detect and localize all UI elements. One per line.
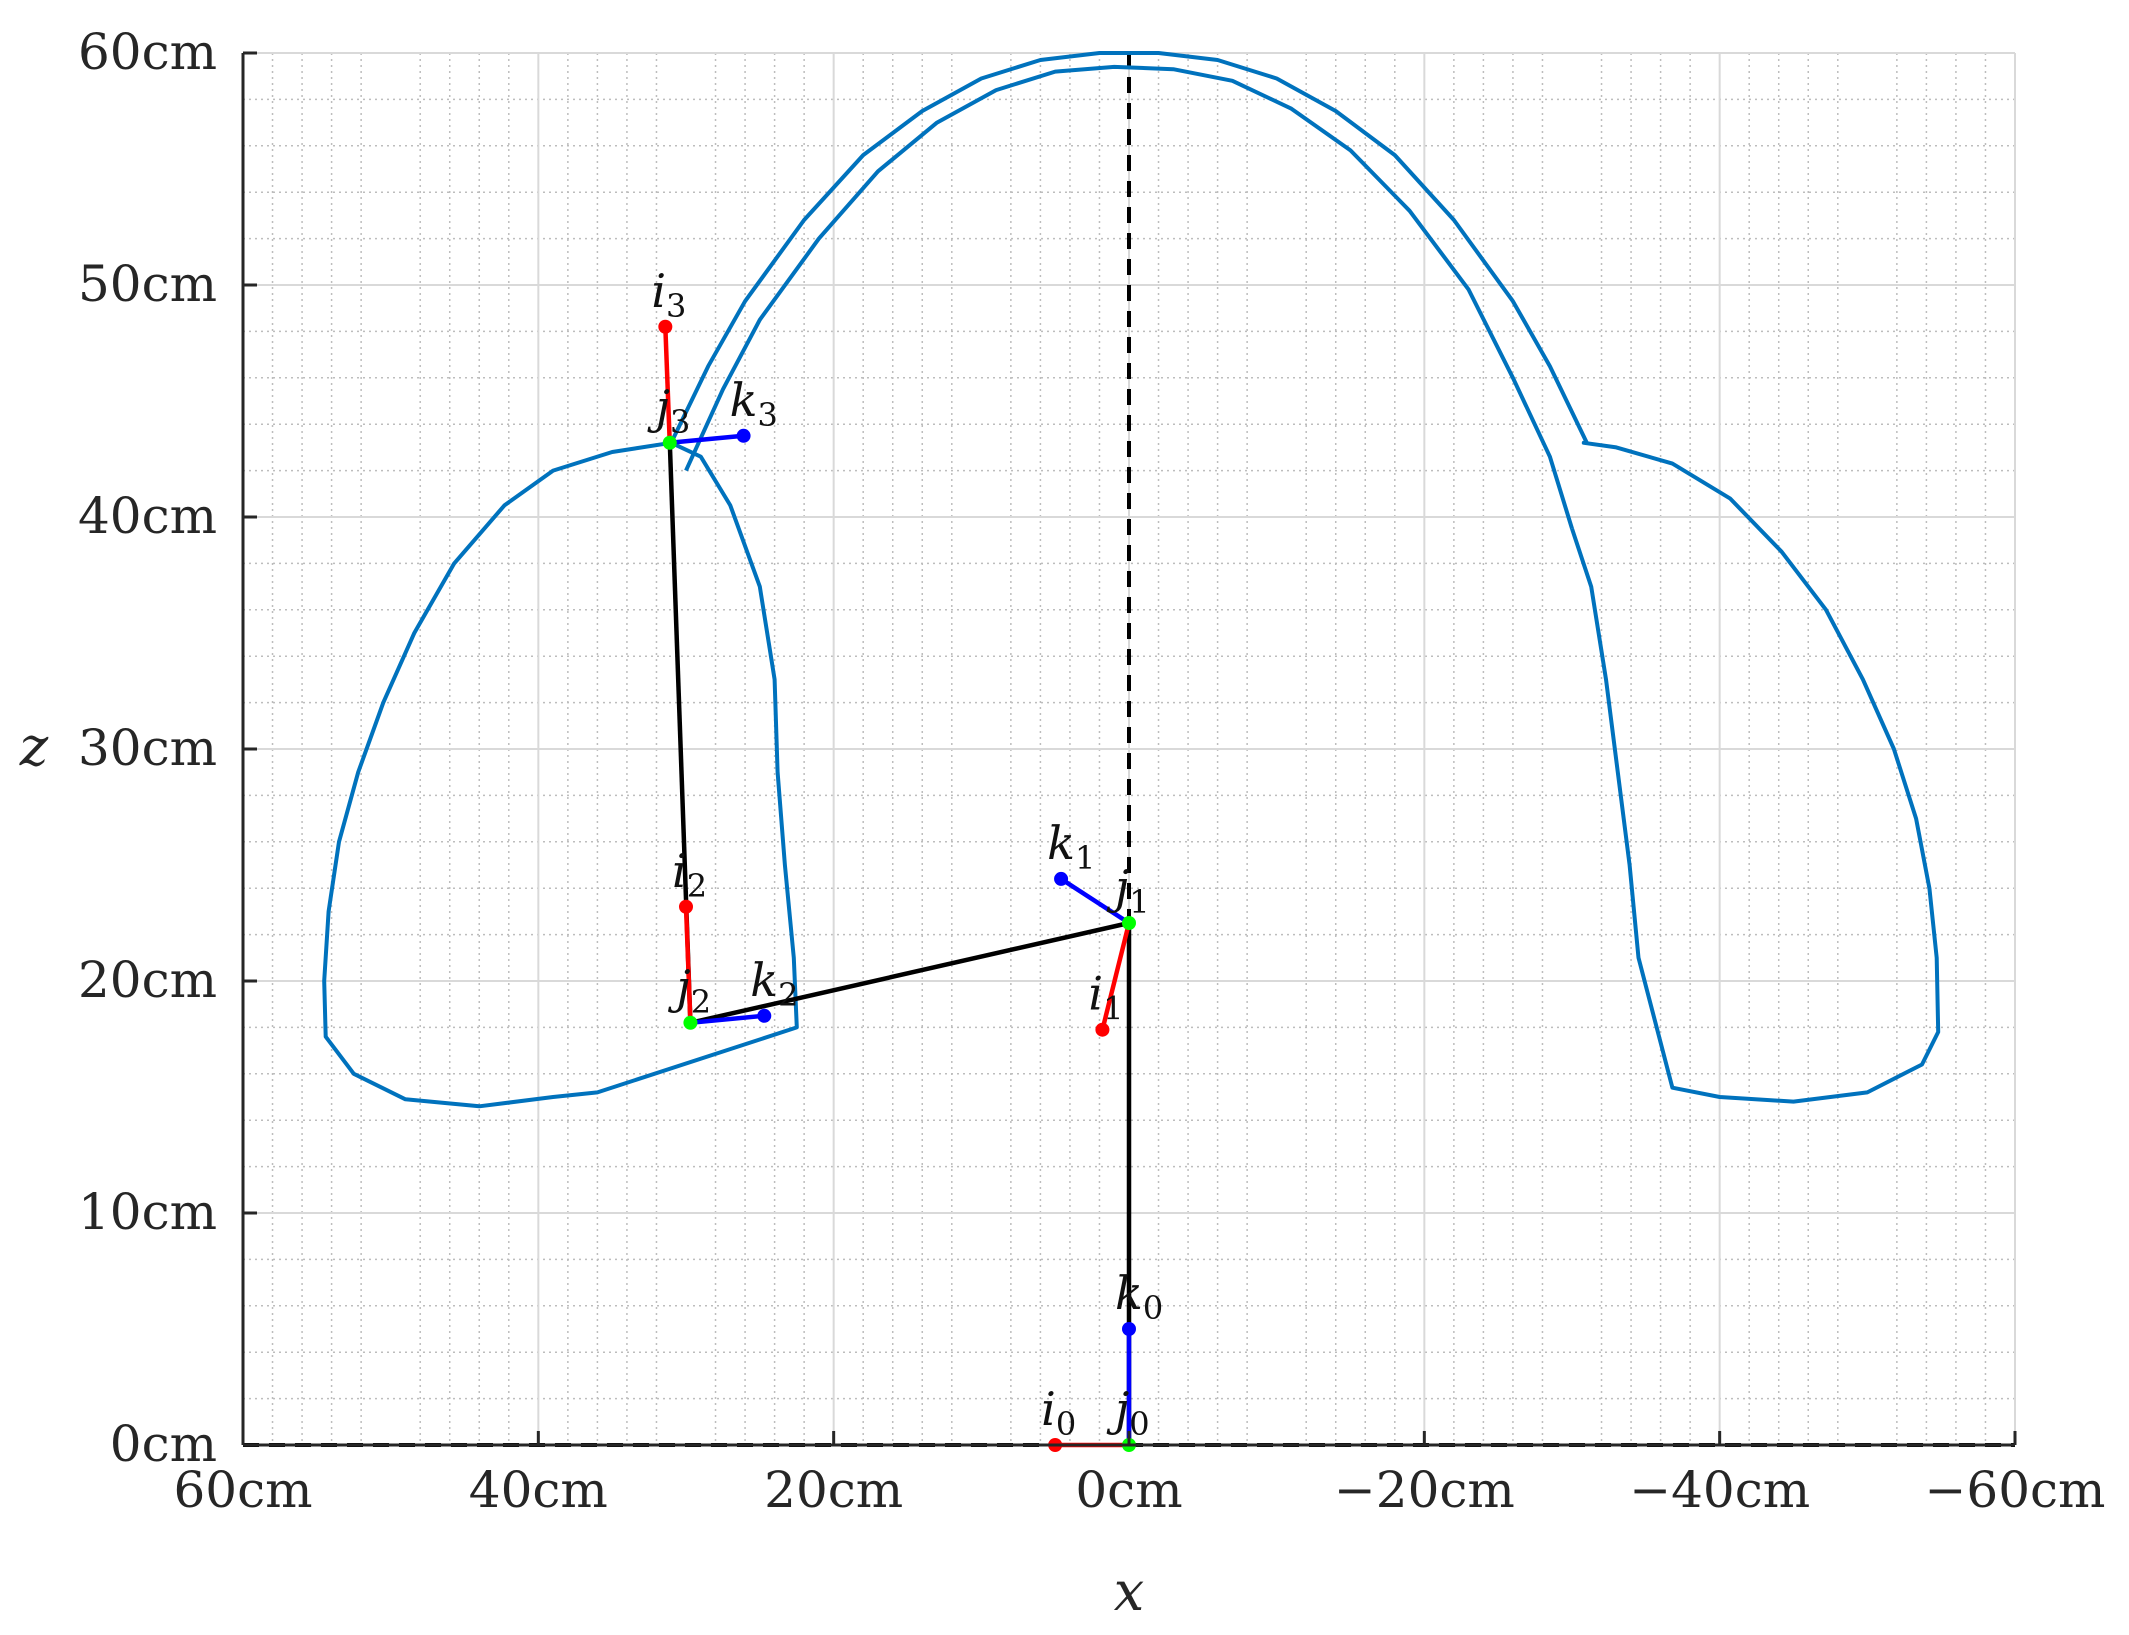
i-point-2: [679, 899, 693, 914]
x-axis-label: x: [1114, 1560, 1144, 1623]
y-tick-label: 30cm: [78, 719, 217, 777]
k-point-0: [1122, 1322, 1136, 1336]
label-i2: i2: [672, 844, 707, 905]
j-point-1: [1122, 916, 1136, 930]
k-vector-2: [690, 1013, 765, 1026]
x-tick-label: 0cm: [1075, 1461, 1182, 1519]
coordinate-frames: [658, 319, 1136, 1452]
y-tick-label: 60cm: [78, 23, 217, 81]
series-right-flap: [1570, 440, 1941, 1104]
y-axis-label: z: [19, 715, 49, 778]
y-tick-label: 0cm: [110, 1415, 217, 1473]
j-point-3: [662, 435, 677, 450]
y-tick-label: 50cm: [78, 255, 217, 313]
k-point-3: [736, 428, 751, 443]
x-tick-label: −60cm: [1925, 1461, 2106, 1519]
y-tick-label: 20cm: [78, 951, 217, 1009]
x-tick-label: 40cm: [469, 1461, 608, 1519]
j-point-2: [683, 1015, 698, 1030]
x-tick-label: 60cm: [173, 1461, 312, 1519]
tick-labels: 60cm 40cm 20cm 0cm −20cm −40cm −60cm 0cm 10cm 20c…: [78, 23, 2106, 1519]
i-vector-3: [663, 326, 673, 443]
y-tick-label: 10cm: [78, 1183, 217, 1241]
link-1: [689, 920, 1130, 1025]
outline-series: [322, 51, 1941, 1109]
x-tick-label: −40cm: [1629, 1461, 1810, 1519]
i-point-3: [658, 319, 673, 334]
plot-axes: [241, 51, 2017, 1447]
x-tick-label: 20cm: [764, 1461, 903, 1519]
i-vector-2: [683, 906, 693, 1023]
k-vector-3: [669, 433, 744, 446]
i-vector-1: [1100, 922, 1132, 1031]
k-vector-1: [1059, 877, 1131, 925]
series-outer-arc: [669, 51, 1589, 444]
series-inner-arc: [684, 64, 1574, 530]
y-tick-label: 40cm: [78, 487, 217, 545]
k-point-2: [757, 1008, 772, 1023]
x-tick-label: −20cm: [1334, 1461, 1515, 1519]
series-left-flap: [322, 440, 799, 1109]
k-point-1: [1054, 871, 1069, 886]
i-point-1: [1095, 1022, 1110, 1037]
